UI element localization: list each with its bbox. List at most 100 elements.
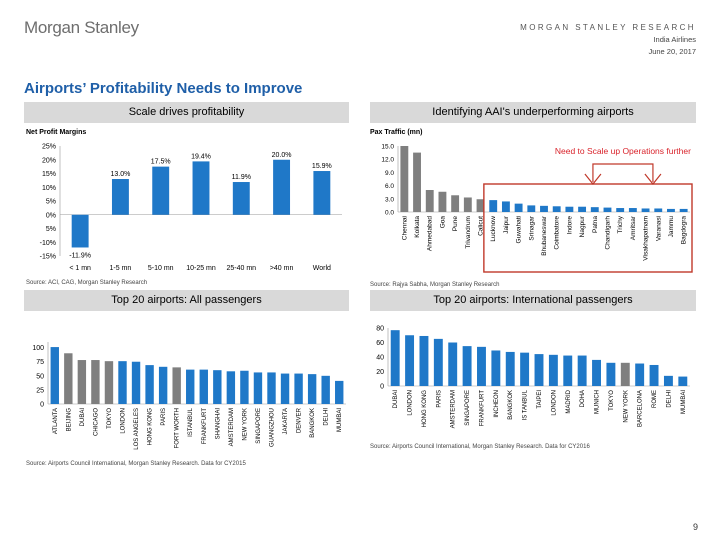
category-label: FORT WORTH	[175, 408, 181, 448]
bar-chennai	[400, 146, 409, 212]
category-label: BANGKOK	[310, 408, 316, 438]
bar-lucknow	[489, 200, 498, 212]
category-label: ATLANTA	[53, 408, 59, 434]
bar-calicut	[476, 199, 485, 212]
category-label: IS TANBUL	[523, 389, 529, 420]
bar-shanghai	[213, 370, 222, 404]
category-label: Ahmedabad	[427, 216, 434, 251]
category-label: Guwahati	[516, 216, 523, 243]
bar-jakarta	[280, 373, 290, 404]
bar-bagdogra	[679, 208, 688, 212]
bar-is-tanbul	[520, 352, 530, 386]
bar-singapore	[253, 372, 263, 404]
category-label: DELHI	[324, 408, 330, 426]
bar-paris	[433, 338, 443, 386]
chart-title: Pax Traffic (mn)	[370, 129, 423, 136]
bar-munich	[592, 359, 601, 386]
bar-trichy	[616, 208, 625, 212]
category-label: NEW YORK	[242, 408, 248, 441]
report-header: MORGAN STANLEY RESEARCH India Airlines J…	[520, 22, 696, 58]
category-label: DUBAI	[80, 408, 86, 427]
y-tick-label: -15%	[40, 254, 56, 261]
category-label: DOHA	[580, 390, 586, 407]
bar-kolkata	[413, 152, 421, 212]
category-label: Coimbatore	[554, 216, 561, 250]
bar-visakhapatnam	[641, 208, 650, 212]
bar-fort-worth	[172, 367, 181, 404]
y-tick-label: 15%	[42, 171, 56, 178]
category-label: Kolkata	[414, 216, 421, 238]
data-label: 11.9%	[232, 174, 251, 181]
category-label: DUBAI	[393, 390, 399, 409]
category-label: Patna	[592, 216, 599, 233]
bar-guwahati	[514, 203, 523, 212]
bar-indore	[565, 206, 574, 212]
category-label: Bagdogra	[681, 216, 688, 245]
data-label: 15.9%	[312, 163, 332, 170]
y-tick-label: 0	[380, 384, 384, 391]
bar-nagpur	[578, 206, 587, 212]
y-tick-label: -10%	[40, 240, 56, 247]
category-label: LONDON	[408, 390, 414, 416]
category-label: SHANGHAI	[215, 408, 221, 440]
category-label: Nagpur	[579, 215, 586, 237]
category-label: Chennai	[401, 216, 408, 240]
y-tick-label: 40	[376, 355, 384, 362]
category-label: TOKYO	[609, 390, 615, 411]
chart-source: Source: Airports Council International, …	[26, 461, 246, 467]
bar-frankfurt	[199, 369, 208, 404]
chart-net-profit-margins: Net Profit Margins 25% 20% 15% 10% 5% 0% 5% -10%…	[26, 129, 342, 286]
report-name: India Airlines	[653, 35, 696, 44]
category-label: Jammu	[668, 216, 675, 238]
bar-singapore	[462, 346, 472, 386]
bar-goa	[438, 191, 447, 212]
y-tick-label: 5%	[46, 226, 56, 233]
panel-title-aai: Identifying AAI's underperforming airpor…	[370, 102, 696, 123]
category-label: Srinagar	[528, 215, 535, 240]
highlight-box	[483, 183, 693, 273]
bar-madrid	[563, 355, 573, 386]
callout-arrows	[584, 173, 662, 185]
category-label: GUANGZHOU	[270, 408, 276, 447]
bar-pune	[451, 195, 460, 212]
category-label: BARCELONA	[638, 390, 644, 427]
category-label: FRANKFURT	[479, 390, 485, 427]
category-label: TAIPEI	[537, 390, 543, 409]
bar-beijing	[64, 353, 73, 404]
y-tick-label: 6.0	[385, 183, 394, 190]
category-label: MADRID	[566, 389, 572, 413]
morgan-stanley-logo: Morgan Stanley	[24, 18, 139, 37]
y-tick-label: 10%	[42, 185, 56, 192]
category-label: HONG KONG	[148, 408, 154, 446]
y-tick-label: 0%	[46, 212, 56, 219]
y-tick-label: 12.0	[381, 157, 394, 164]
category-label: BANGKOK	[508, 390, 514, 420]
category-label: >40 mn	[270, 265, 294, 272]
chart-source: Source: Airports Council International, …	[370, 444, 590, 450]
category-label: Varanasi	[655, 216, 662, 241]
category-label: AMSTERDAM	[451, 390, 457, 428]
y-tick-label: 100	[32, 345, 44, 352]
report-date: June 20, 2017	[648, 47, 696, 56]
chart-source: Source: Rajya Sabha, Morgan Stanley Rese…	[370, 282, 499, 288]
category-label: FRANKFURT	[202, 408, 208, 445]
bar-atlanta	[50, 347, 59, 404]
y-tick-label: 20%	[42, 157, 56, 164]
category-label: Bhubaneswar	[541, 215, 548, 256]
category-label: ISTANBUL	[188, 407, 194, 437]
y-tick-label: 9.0	[385, 170, 394, 177]
data-label: 13.0%	[110, 171, 130, 178]
callout-bracket	[592, 163, 654, 182]
y-tick-label: 5%	[46, 199, 56, 206]
bar-new-york	[240, 370, 249, 404]
panel-title-all-passengers: Top 20 airports: All passengers	[24, 290, 349, 311]
bar-amritsar	[628, 208, 637, 212]
bar-chandigarh	[603, 207, 612, 212]
panel-title-scale: Scale drives profitability	[24, 102, 349, 123]
y-tick-label: 80	[376, 326, 384, 333]
category-label: AMSTERDAM	[229, 408, 235, 446]
bar-srinagar	[527, 205, 536, 212]
bar-amsterdam	[448, 342, 458, 386]
category-label: Visakhapatnam	[643, 216, 650, 261]
bar-denver	[294, 373, 303, 404]
